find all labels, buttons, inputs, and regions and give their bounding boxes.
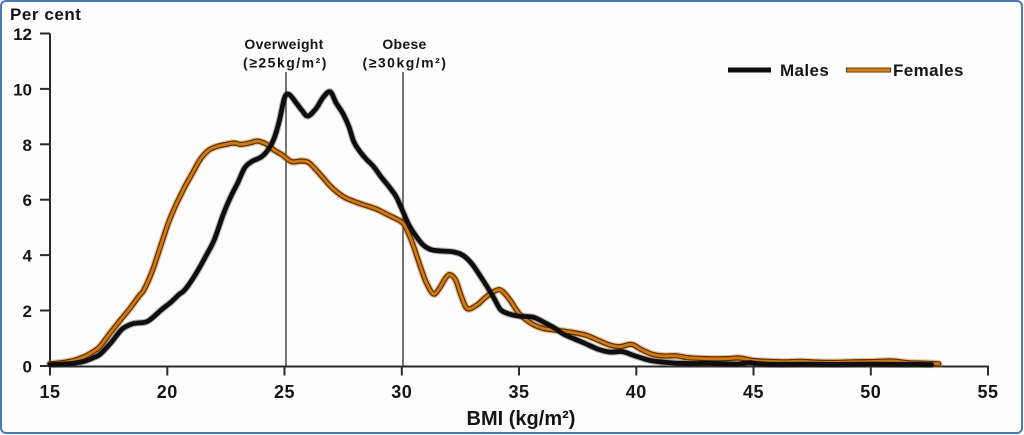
svg-text:30: 30 <box>391 382 412 402</box>
svg-text:55: 55 <box>977 382 998 402</box>
svg-text:20: 20 <box>157 382 178 402</box>
svg-text:40: 40 <box>626 382 647 402</box>
svg-text:12: 12 <box>13 25 32 44</box>
svg-text:BMI (kg/m²): BMI (kg/m²) <box>467 408 576 430</box>
svg-text:25: 25 <box>274 382 295 402</box>
svg-text:6: 6 <box>23 191 32 210</box>
svg-text:2: 2 <box>23 302 32 321</box>
svg-text:(≥25kg/m²): (≥25kg/m²) <box>243 55 328 71</box>
svg-text:15: 15 <box>39 382 60 402</box>
svg-text:50: 50 <box>860 382 881 402</box>
svg-text:Females: Females <box>893 61 964 80</box>
svg-text:Overweight: Overweight <box>244 36 323 52</box>
svg-text:4: 4 <box>23 247 33 266</box>
svg-text:Per cent: Per cent <box>10 5 82 24</box>
svg-text:8: 8 <box>23 136 32 155</box>
svg-text:45: 45 <box>743 382 764 402</box>
svg-text:Males: Males <box>780 61 829 80</box>
svg-text:10: 10 <box>13 80 32 99</box>
svg-text:Obese: Obese <box>382 36 426 52</box>
svg-text:0: 0 <box>23 358 32 377</box>
svg-text:35: 35 <box>508 382 529 402</box>
svg-text:(≥30kg/m²): (≥30kg/m²) <box>363 55 448 71</box>
